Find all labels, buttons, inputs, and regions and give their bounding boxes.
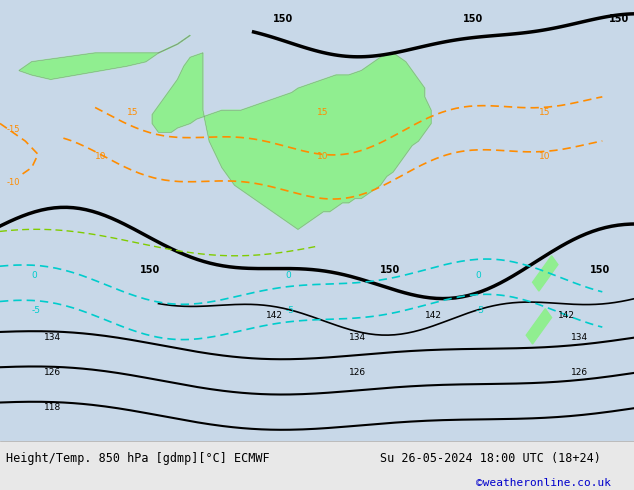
Text: 0: 0 [285,271,291,280]
Text: -15: -15 [6,125,20,134]
Text: 134: 134 [349,333,366,342]
Text: 142: 142 [558,311,575,319]
Text: 15: 15 [539,108,550,117]
Text: 150: 150 [463,14,483,24]
Polygon shape [526,309,552,344]
Text: 142: 142 [266,311,283,319]
Text: 126: 126 [571,368,588,377]
Text: 118: 118 [44,403,61,412]
Text: 142: 142 [425,311,442,319]
Text: -5: -5 [32,306,41,315]
Text: Height/Temp. 850 hPa [gdmp][°C] ECMWF: Height/Temp. 850 hPa [gdmp][°C] ECMWF [6,452,270,465]
Text: 0: 0 [476,271,481,280]
Text: ©weatheronline.co.uk: ©weatheronline.co.uk [476,478,611,488]
Text: 15: 15 [127,108,138,117]
Polygon shape [19,35,190,79]
Text: 10: 10 [317,152,328,161]
Text: 15: 15 [317,108,328,117]
Text: -5: -5 [285,306,294,315]
Text: 150: 150 [139,266,160,275]
Text: 126: 126 [44,368,61,377]
Text: Su 26-05-2024 18:00 UTC (18+24): Su 26-05-2024 18:00 UTC (18+24) [380,452,601,465]
Text: 150: 150 [380,266,401,275]
Text: 134: 134 [571,333,588,342]
Text: 126: 126 [349,368,366,377]
Text: -5: -5 [476,306,484,315]
Text: 10: 10 [95,152,107,161]
Text: 134: 134 [44,333,61,342]
Text: 0: 0 [32,271,37,280]
Text: 150: 150 [590,266,610,275]
Text: 10: 10 [539,152,550,161]
Text: 150: 150 [609,14,629,24]
Text: -10: -10 [6,178,20,187]
Polygon shape [152,53,431,229]
Polygon shape [533,256,558,291]
Text: 150: 150 [273,14,293,24]
